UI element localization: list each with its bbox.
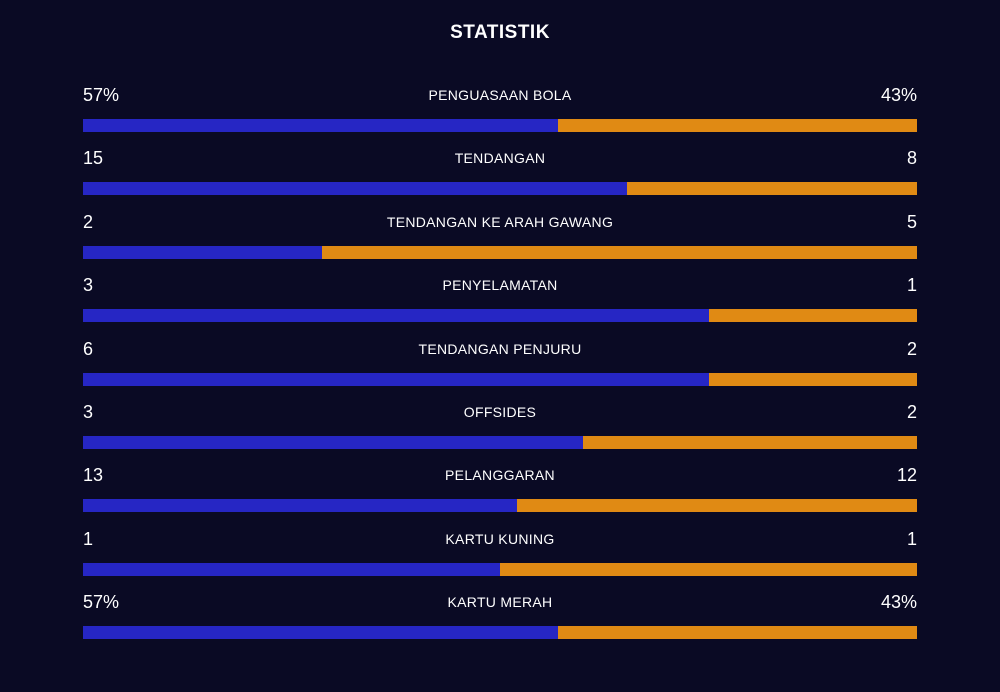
stat-home-value: 57% <box>83 85 120 105</box>
stat-label: TENDANGAN PENJURU <box>418 340 582 357</box>
stat-bar-away-segment <box>321 245 917 259</box>
stat-row: 1 KARTU KUNING 1 <box>83 524 917 587</box>
stat-home-value: 13 <box>83 465 104 486</box>
stat-bar-home-segment <box>83 245 322 259</box>
stat-home-value: 15 <box>83 148 104 169</box>
stat-bar-away-segment <box>558 119 917 132</box>
stat-away-value: 2 <box>906 401 917 422</box>
statistics-title: STATISTIK <box>450 22 550 43</box>
stat-bar-home-segment <box>83 309 709 323</box>
stat-bar-away-segment <box>500 562 917 576</box>
stat-away-value: 5 <box>906 211 917 232</box>
stat-bar-away-segment <box>516 499 917 513</box>
statistics-list: 57% PENGUASAAN BOLA 43% 15 TENDANGAN 8 2 TENDAN… <box>83 80 917 651</box>
stat-away-value: 43% <box>880 592 917 613</box>
stat-comparison-bar <box>83 372 917 386</box>
stat-bar-home-segment <box>83 499 517 513</box>
stat-away-value: 8 <box>906 148 917 169</box>
stat-home-value: 57% <box>83 592 120 613</box>
stat-bar-home-segment <box>83 626 559 640</box>
stat-row: 57% PENGUASAAN BOLA 43% <box>83 80 917 143</box>
stat-bar-away-segment <box>626 182 917 196</box>
stat-label: TENDANGAN <box>454 150 546 167</box>
stat-row: 13 PELANGGARAN 12 <box>83 460 917 523</box>
stat-away-value: 43% <box>880 85 917 105</box>
stat-row: 2 TENDANGAN KE ARAH GAWANG 5 <box>83 207 917 270</box>
stat-bar-home-segment <box>83 372 709 386</box>
stat-bar-away-segment <box>708 309 917 323</box>
stat-home-value: 3 <box>83 275 94 296</box>
stat-home-value: 3 <box>83 401 94 422</box>
stat-bar-home-segment <box>83 119 559 132</box>
stat-label: KARTU KUNING <box>445 530 555 547</box>
stat-comparison-bar <box>83 435 917 449</box>
stat-label: PELANGGARAN <box>445 467 555 484</box>
stat-comparison-bar <box>83 626 917 640</box>
stat-home-value: 1 <box>83 528 94 549</box>
stat-label: PENGUASAAN BOLA <box>428 87 572 103</box>
stat-label: OFFSIDES <box>463 403 537 420</box>
stat-bar-away-segment <box>558 626 917 640</box>
stat-row: 15 TENDANGAN 8 <box>83 143 917 206</box>
stat-bar-home-segment <box>83 562 500 576</box>
stat-row: 6 TENDANGAN PENJURU 2 <box>83 334 917 397</box>
stat-row: 3 OFFSIDES 2 <box>83 397 917 460</box>
stat-bar-home-segment <box>83 182 627 196</box>
stat-away-value: 1 <box>906 275 917 296</box>
stat-label: PENYELAMATAN <box>442 277 558 294</box>
stat-comparison-bar <box>83 499 917 513</box>
stat-bar-away-segment <box>708 372 917 386</box>
stat-away-value: 2 <box>906 338 917 359</box>
stat-row: 3 PENYELAMATAN 1 <box>83 270 917 333</box>
stat-label: KARTU MERAH <box>447 594 553 611</box>
stat-comparison-bar <box>83 119 917 132</box>
stat-comparison-bar <box>83 309 917 323</box>
stat-away-value: 1 <box>906 528 917 549</box>
stat-row: 57% KARTU MERAH 43% <box>83 587 917 650</box>
stat-bar-away-segment <box>583 435 917 449</box>
stat-comparison-bar <box>83 245 917 259</box>
stat-comparison-bar <box>83 562 917 576</box>
stat-comparison-bar <box>83 182 917 196</box>
stat-bar-home-segment <box>83 435 584 449</box>
stat-home-value: 6 <box>83 338 94 359</box>
stat-away-value: 12 <box>896 465 917 486</box>
stat-home-value: 2 <box>83 211 94 232</box>
stat-label: TENDANGAN KE ARAH GAWANG <box>386 213 614 230</box>
